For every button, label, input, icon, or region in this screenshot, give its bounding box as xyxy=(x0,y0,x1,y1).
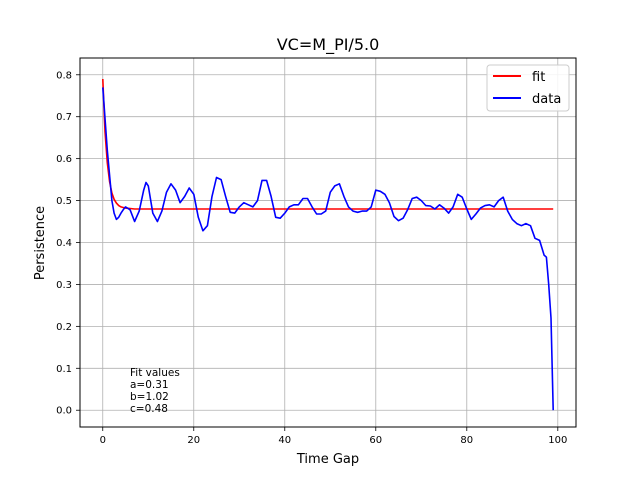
y-tick-label: 0.5 xyxy=(56,196,72,207)
x-tick-label: 100 xyxy=(548,435,567,446)
y-axis-label: Persistence xyxy=(33,206,48,280)
y-tick-label: 0.1 xyxy=(56,364,72,375)
annotation-line: b=1.02 xyxy=(130,391,169,403)
x-tick-label: 80 xyxy=(460,435,473,446)
y-tick-label: 0.7 xyxy=(56,112,72,123)
x-tick-label: 40 xyxy=(278,435,291,446)
grid xyxy=(80,58,576,427)
legend-label-fit: fit xyxy=(532,70,545,85)
x-tick-label: 60 xyxy=(369,435,382,446)
y-tick-label: 0.8 xyxy=(56,70,72,81)
legend: fit data xyxy=(486,64,570,112)
y-tick-label: 0.2 xyxy=(56,322,72,333)
y-tick-label: 0.3 xyxy=(56,280,72,291)
annotation-line: c=0.48 xyxy=(130,403,168,415)
y-tick-label: 0.0 xyxy=(56,406,72,417)
x-axis: 0 20 40 60 80 100 xyxy=(100,427,567,446)
legend-label-data: data xyxy=(532,92,561,107)
y-axis: 0.0 0.1 0.2 0.3 0.4 0.5 0.6 0.7 0.8 xyxy=(56,70,80,417)
y-tick-label: 0.4 xyxy=(56,238,72,249)
x-axis-label: Time Gap xyxy=(296,452,359,467)
annotation-line: a=0.31 xyxy=(130,379,169,391)
annotation-line: Fit values xyxy=(130,367,180,379)
fit-values-annotation: Fit values a=0.31 b=1.02 c=0.48 xyxy=(130,367,180,415)
plot-lines xyxy=(102,78,554,411)
y-tick-label: 0.6 xyxy=(56,154,72,165)
x-tick-label: 20 xyxy=(187,435,200,446)
series-line-data xyxy=(102,87,554,411)
chart-title: VC=M_PI/5.0 xyxy=(277,35,380,55)
x-tick-label: 0 xyxy=(100,435,106,446)
